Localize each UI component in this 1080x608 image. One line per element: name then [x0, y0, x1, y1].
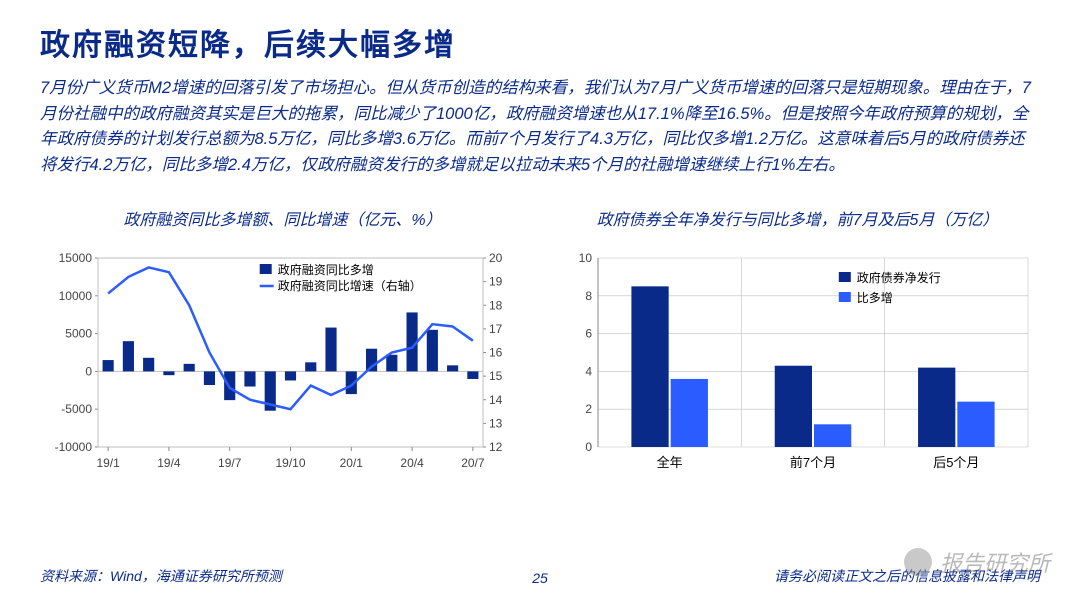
watermark-text: 报告研究所 — [940, 546, 1050, 578]
svg-text:5000: 5000 — [65, 327, 92, 341]
svg-text:政府债券净发行: 政府债券净发行 — [856, 270, 940, 285]
body-paragraph: 7月份广义货币M2增速的回落引发了市场担心。但从货币创造的结构来看，我们认为7月… — [40, 76, 1040, 178]
svg-text:比多增: 比多增 — [856, 291, 892, 305]
svg-text:13: 13 — [489, 417, 503, 431]
svg-text:19/7: 19/7 — [218, 456, 242, 470]
svg-text:20/4: 20/4 — [400, 456, 424, 470]
chart-left-title: 政府融资同比多增额、同比增速（亿元、%） — [40, 196, 525, 240]
svg-text:10: 10 — [578, 251, 592, 265]
svg-text:16: 16 — [489, 346, 503, 360]
svg-text:-10000: -10000 — [54, 440, 92, 454]
svg-text:19: 19 — [489, 275, 503, 289]
svg-text:6: 6 — [585, 327, 592, 341]
svg-text:12: 12 — [489, 440, 503, 454]
svg-text:2: 2 — [585, 402, 592, 416]
page-title: 政府融资短降，后续大幅多增 — [40, 20, 1040, 64]
svg-text:20: 20 — [489, 251, 503, 265]
wechat-icon — [904, 548, 932, 576]
chart-right-svg: 0 2 4 6 8 10 全年 前7个月 后5个月 政府债券净发行比多增 — [558, 250, 1038, 475]
svg-text:0: 0 — [85, 365, 92, 379]
footer-source: 资料来源：Wind，海通证券研究所预测 — [40, 566, 282, 586]
svg-text:4: 4 — [585, 365, 592, 379]
svg-text:18: 18 — [489, 299, 503, 313]
svg-text:前7个月: 前7个月 — [789, 455, 835, 470]
svg-text:20/7: 20/7 — [461, 456, 485, 470]
svg-text:15000: 15000 — [58, 251, 92, 265]
svg-text:19/10: 19/10 — [275, 456, 305, 470]
chart-right-title: 政府债券全年净发行与同比多增，前7月及后5月（万亿） — [555, 196, 1040, 240]
chart-left-svg: -10000 -5000 0 5000 10000 15000 12 13 14 15 16 17 18… — [43, 250, 523, 475]
svg-text:15: 15 — [489, 369, 503, 383]
svg-text:0: 0 — [585, 440, 592, 454]
svg-text:全年: 全年 — [656, 455, 682, 470]
watermark: 报告研究所 — [904, 546, 1050, 578]
svg-text:17: 17 — [489, 322, 503, 336]
svg-text:8: 8 — [585, 289, 592, 303]
svg-text:20/1: 20/1 — [339, 456, 363, 470]
svg-text:14: 14 — [489, 393, 503, 407]
chart-left: 政府融资同比多增额、同比增速（亿元、%） -10000 -5000 0 5000 100… — [40, 196, 525, 475]
svg-text:政府融资同比多增: 政府融资同比多增 — [277, 262, 373, 277]
svg-text:19/4: 19/4 — [157, 456, 181, 470]
svg-text:10000: 10000 — [58, 289, 92, 303]
svg-text:政府融资同比增速（右轴）: 政府融资同比增速（右轴） — [277, 278, 421, 293]
chart-right: 政府债券全年净发行与同比多增，前7月及后5月（万亿） 0 2 4 6 8 10 全年 前7个月… — [555, 196, 1040, 475]
svg-text:19/1: 19/1 — [96, 456, 120, 470]
svg-text:后5个月: 后5个月 — [933, 455, 979, 470]
svg-text:-5000: -5000 — [61, 402, 92, 416]
